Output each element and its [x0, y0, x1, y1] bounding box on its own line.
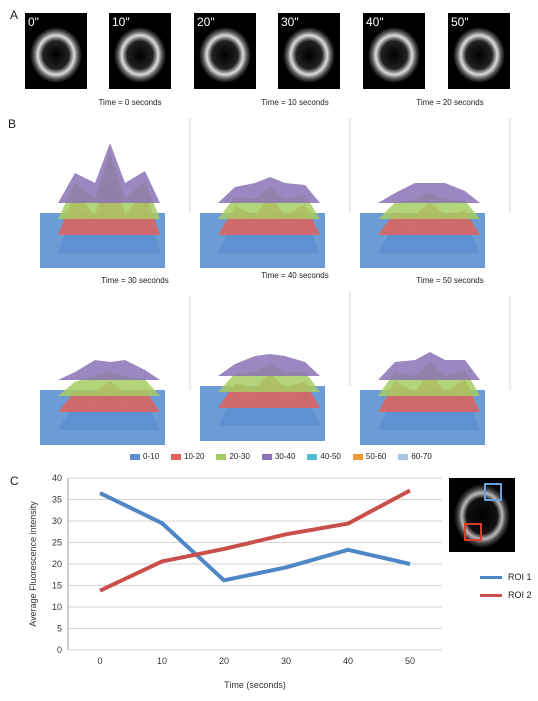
- surface-legend: 0-10 10-20 20-30 30-40 40-50 50-60 60-70: [130, 452, 432, 461]
- legend-roi-1-label: ROI 1: [508, 572, 532, 582]
- surface-legend-item: 60-70: [398, 452, 432, 461]
- y-tick-label: 0: [57, 645, 62, 655]
- legend-roi-2-swatch: [480, 593, 502, 597]
- x-axis-label: Time (seconds): [224, 680, 286, 690]
- surface-plot-3: [40, 295, 191, 445]
- panel-label-a: A: [10, 8, 19, 22]
- x-tick-label: 30: [281, 656, 291, 666]
- thumbnail-1: 10": [109, 13, 171, 89]
- surface-plot-title-5: Time = 50 seconds: [416, 276, 484, 285]
- surface-legend-label: 20-30: [229, 452, 250, 461]
- surface-plot-title-2: Time = 20 seconds: [416, 98, 484, 107]
- thumbnail-4: 40": [363, 13, 425, 89]
- surface-plot-title-0: Time = 0 seconds: [98, 98, 162, 107]
- thumbnail-5: 50": [448, 13, 510, 89]
- thumbnail-label: 50": [451, 15, 469, 29]
- legend-roi-2-label: ROI 2: [508, 590, 532, 600]
- thumbnail-3: 30": [278, 13, 340, 89]
- surface-plot-4: [200, 291, 351, 441]
- legend-roi-1-swatch: [480, 575, 502, 579]
- surface-legend-swatch: [171, 453, 182, 460]
- roi-2-box: [464, 523, 482, 541]
- surface-legend-label: 10-20: [184, 452, 205, 461]
- roi-reference-image: [449, 478, 515, 552]
- surface-plot-title-4: Time = 40 seconds: [261, 271, 329, 280]
- surface-legend-swatch: [130, 453, 140, 460]
- surface-plot-title-3: Time = 30 seconds: [101, 276, 169, 285]
- thumbnail-label: 20": [197, 15, 215, 29]
- surface-legend-item: 10-20: [171, 452, 204, 461]
- surface-plot-5: [360, 295, 511, 445]
- surface-legend-item: 50-60: [352, 452, 387, 461]
- y-tick-label: 10: [52, 602, 62, 612]
- thumbnail-0: 0": [25, 13, 87, 89]
- surface-plot-1: [200, 118, 351, 268]
- surface-legend-swatch: [261, 453, 272, 460]
- panel-label-c: C: [10, 474, 19, 488]
- surface-legend-swatch: [398, 453, 409, 460]
- surface-legend-item: 30-40: [261, 452, 296, 461]
- panel-label-b: B: [8, 117, 17, 131]
- x-tick-label: 50: [405, 656, 415, 666]
- line-chart: 0 5 10 15 20 25 30 35 40 0 10 20 30 40 50 Time (seconds…: [28, 473, 442, 690]
- surface-legend-label: 30-40: [274, 452, 296, 461]
- surface-legend-swatch: [307, 453, 318, 460]
- thumbnail-label: 30": [281, 15, 299, 29]
- y-tick-label: 35: [52, 495, 62, 505]
- y-tick-label: 20: [52, 559, 62, 569]
- thumbnail-label: 0": [28, 15, 39, 29]
- thumbnail-label: 10": [112, 15, 130, 29]
- surface-plot-2: [360, 118, 511, 268]
- x-tick-label: 40: [343, 656, 353, 666]
- y-tick-label: 25: [52, 538, 62, 548]
- x-tick-label: 20: [219, 656, 229, 666]
- thumbnail-label: 40": [366, 15, 384, 29]
- roi-1-box: [484, 483, 502, 501]
- surface-plot-0: [40, 118, 191, 268]
- roi-ring-graphic: [454, 483, 510, 548]
- surface-legend-label: 40-50: [320, 452, 341, 461]
- surface-legend-label: 60-70: [411, 452, 432, 461]
- series-line-roi-1: [99, 491, 411, 583]
- surface-legend-item: 40-50: [307, 452, 341, 461]
- surface-legend-swatch: [216, 453, 227, 460]
- surface-legend-label: 50-60: [365, 452, 387, 461]
- x-tick-label: 10: [157, 656, 167, 666]
- surface-legend-item: 20-30: [216, 452, 250, 461]
- surface-legend-item: 0-10: [130, 452, 159, 461]
- legend-roi-2: ROI 2: [480, 590, 532, 600]
- x-tick-label: 0: [97, 656, 102, 666]
- y-tick-label: 30: [52, 516, 62, 526]
- series-line-roi-2: [99, 488, 411, 593]
- y-tick-label: 5: [57, 624, 62, 634]
- y-tick-label: 40: [52, 473, 62, 483]
- legend-roi-1: ROI 1: [480, 572, 532, 582]
- thumbnail-2: 20": [194, 13, 256, 89]
- surface-legend-label: 0-10: [143, 452, 160, 461]
- y-axis-label: Average Fluorescence intensity: [28, 501, 38, 627]
- y-tick-label: 15: [52, 581, 62, 591]
- surface-plot-title-1: Time = 10 seconds: [261, 98, 329, 107]
- surface-legend-swatch: [352, 453, 363, 460]
